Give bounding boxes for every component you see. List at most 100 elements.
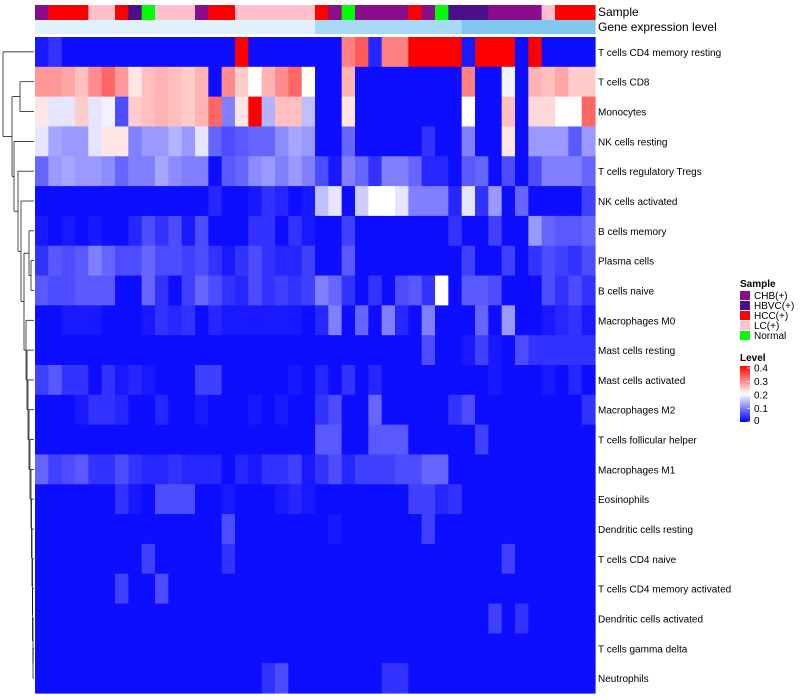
heatmap-cell — [515, 543, 529, 575]
heatmap-cell — [381, 156, 396, 187]
heatmap-cell — [515, 156, 529, 187]
heatmap-cell — [395, 37, 409, 68]
sample-legend-label: LC(+) — [754, 321, 779, 332]
heatmap-cell — [101, 66, 116, 98]
heatmap-cell — [61, 215, 76, 247]
heatmap-cell — [448, 96, 463, 128]
heatmap-cell — [88, 186, 103, 217]
heatmap-cell — [581, 365, 596, 396]
heatmap-cell — [101, 215, 116, 247]
heatmap-cell — [488, 484, 503, 515]
heatmap-cell — [461, 126, 476, 157]
heatmap-cell — [61, 186, 76, 217]
heatmap-cell — [501, 37, 516, 68]
heatmap-cell — [395, 573, 409, 605]
heatmap-cell — [248, 37, 263, 68]
heatmap-cell — [88, 245, 103, 277]
heatmap-cell — [155, 245, 169, 277]
heatmap-cell — [501, 365, 516, 396]
heatmap-cell — [301, 186, 316, 217]
sample-annotation-cell — [568, 5, 583, 20]
heatmap-cell — [528, 633, 543, 664]
heatmap-cell — [448, 514, 463, 545]
heatmap-cell — [488, 663, 503, 694]
heatmap-cell — [355, 275, 369, 306]
heatmap-cell — [328, 335, 343, 366]
heatmap-cell — [128, 365, 143, 396]
heatmap-cell — [341, 365, 356, 396]
heatmap-cell — [515, 275, 529, 306]
heatmap-cell — [141, 215, 156, 247]
heatmap-cell — [155, 633, 169, 664]
heatmap-cell — [448, 66, 463, 98]
heatmap-cell — [208, 633, 223, 664]
heatmap-cell — [88, 514, 103, 545]
expression-annotation-cell — [301, 20, 316, 34]
heatmap-cell — [195, 543, 209, 575]
heatmap-cell — [208, 454, 223, 485]
heatmap-cell — [168, 484, 183, 515]
heatmap-cell — [515, 305, 529, 336]
row-labels: T cells CD4 memory resting T cells CD8 Mon… — [598, 48, 731, 685]
sample-annotation-cell — [35, 5, 49, 20]
heatmap-cell — [101, 514, 116, 545]
heatmap-cell — [248, 96, 263, 128]
heatmap-cell — [235, 186, 249, 217]
expression-annotation-cell — [568, 20, 583, 34]
heatmap-cell — [88, 66, 103, 98]
heatmap-cell — [421, 335, 436, 366]
heatmap-cell — [475, 454, 489, 485]
heatmap-cell — [75, 156, 89, 187]
expression-annotation-cell — [61, 20, 76, 34]
heatmap-cell — [581, 186, 596, 217]
heatmap-cell — [488, 156, 503, 187]
heatmap-cell — [488, 424, 503, 456]
heatmap-cell — [248, 215, 263, 247]
heatmap-cell — [35, 305, 49, 336]
sample-annotation-cell — [381, 5, 396, 20]
heatmap-cell — [141, 484, 156, 515]
heatmap-cell — [355, 305, 369, 336]
heatmap-cell — [461, 633, 476, 664]
heatmap-cell — [301, 365, 316, 396]
heatmap-cell — [261, 424, 276, 456]
heatmap-cell — [195, 37, 209, 68]
heatmap-cell — [475, 633, 489, 664]
expression-annotation-cell — [48, 20, 63, 34]
heatmap-cell — [221, 305, 236, 336]
annotation-tracks — [35, 5, 596, 34]
heatmap-cell — [181, 514, 196, 545]
heatmap-cell — [75, 275, 89, 306]
heatmap-cell — [221, 156, 236, 187]
heatmap-cell — [408, 305, 423, 336]
row-label: Dendritic cells activated — [598, 614, 703, 625]
heatmap-cell — [488, 573, 503, 605]
heatmap-cell — [181, 454, 196, 485]
heatmap-cell — [435, 424, 449, 456]
heatmap-cell — [261, 603, 276, 634]
heatmap-cell — [235, 543, 249, 575]
heatmap-cell — [61, 573, 76, 605]
heatmap-cell — [515, 663, 529, 694]
heatmap-cell — [381, 543, 396, 575]
heatmap-cell — [341, 543, 356, 575]
heatmap-cell — [248, 186, 263, 217]
heatmap-cell — [75, 96, 89, 128]
heatmap-cell — [61, 275, 76, 306]
heatmap-cell — [501, 394, 516, 426]
heatmap-cell — [155, 96, 169, 128]
heatmap-cell — [168, 156, 183, 187]
heatmap-cell — [75, 454, 89, 485]
heatmap-cell — [355, 454, 369, 485]
row-label: Mast cells resting — [598, 346, 675, 357]
heatmap-cell — [208, 305, 223, 336]
heatmap-cell — [555, 186, 569, 217]
heatmap-cell — [221, 96, 236, 128]
heatmap-cell — [35, 66, 49, 98]
heatmap-cell — [75, 245, 89, 277]
row-label: T cells CD8 — [598, 78, 650, 89]
heatmap-cell — [141, 275, 156, 306]
heatmap-cell — [301, 543, 316, 575]
heatmap-cell — [128, 186, 143, 217]
heatmap-cell — [528, 603, 543, 634]
